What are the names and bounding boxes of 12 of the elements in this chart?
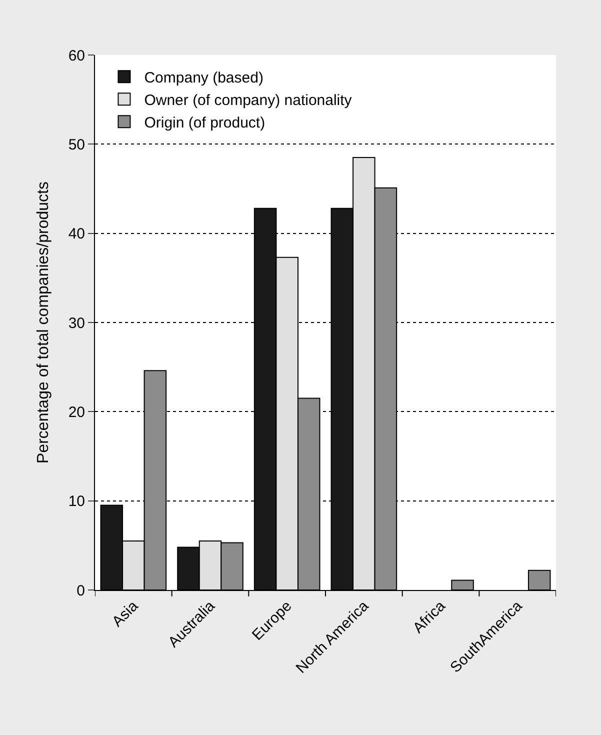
- y-tick-label: 10: [68, 493, 85, 510]
- y-tick-label: 50: [68, 136, 85, 154]
- y-tick-label: 0: [76, 582, 85, 600]
- y-tick-label: 30: [68, 314, 85, 332]
- x-tick-label: Asia: [108, 597, 142, 630]
- y-tick-label: 60: [68, 47, 85, 64]
- y-tick-label: 40: [68, 226, 85, 243]
- legend-label: Owner (of company) nationality: [144, 92, 352, 109]
- legend-label: Origin (of product): [144, 114, 266, 132]
- y-tick-label: 20: [68, 404, 85, 421]
- legend-label: Company (based): [144, 69, 264, 86]
- y-axis-title: Percentage of total companies/products: [35, 182, 52, 464]
